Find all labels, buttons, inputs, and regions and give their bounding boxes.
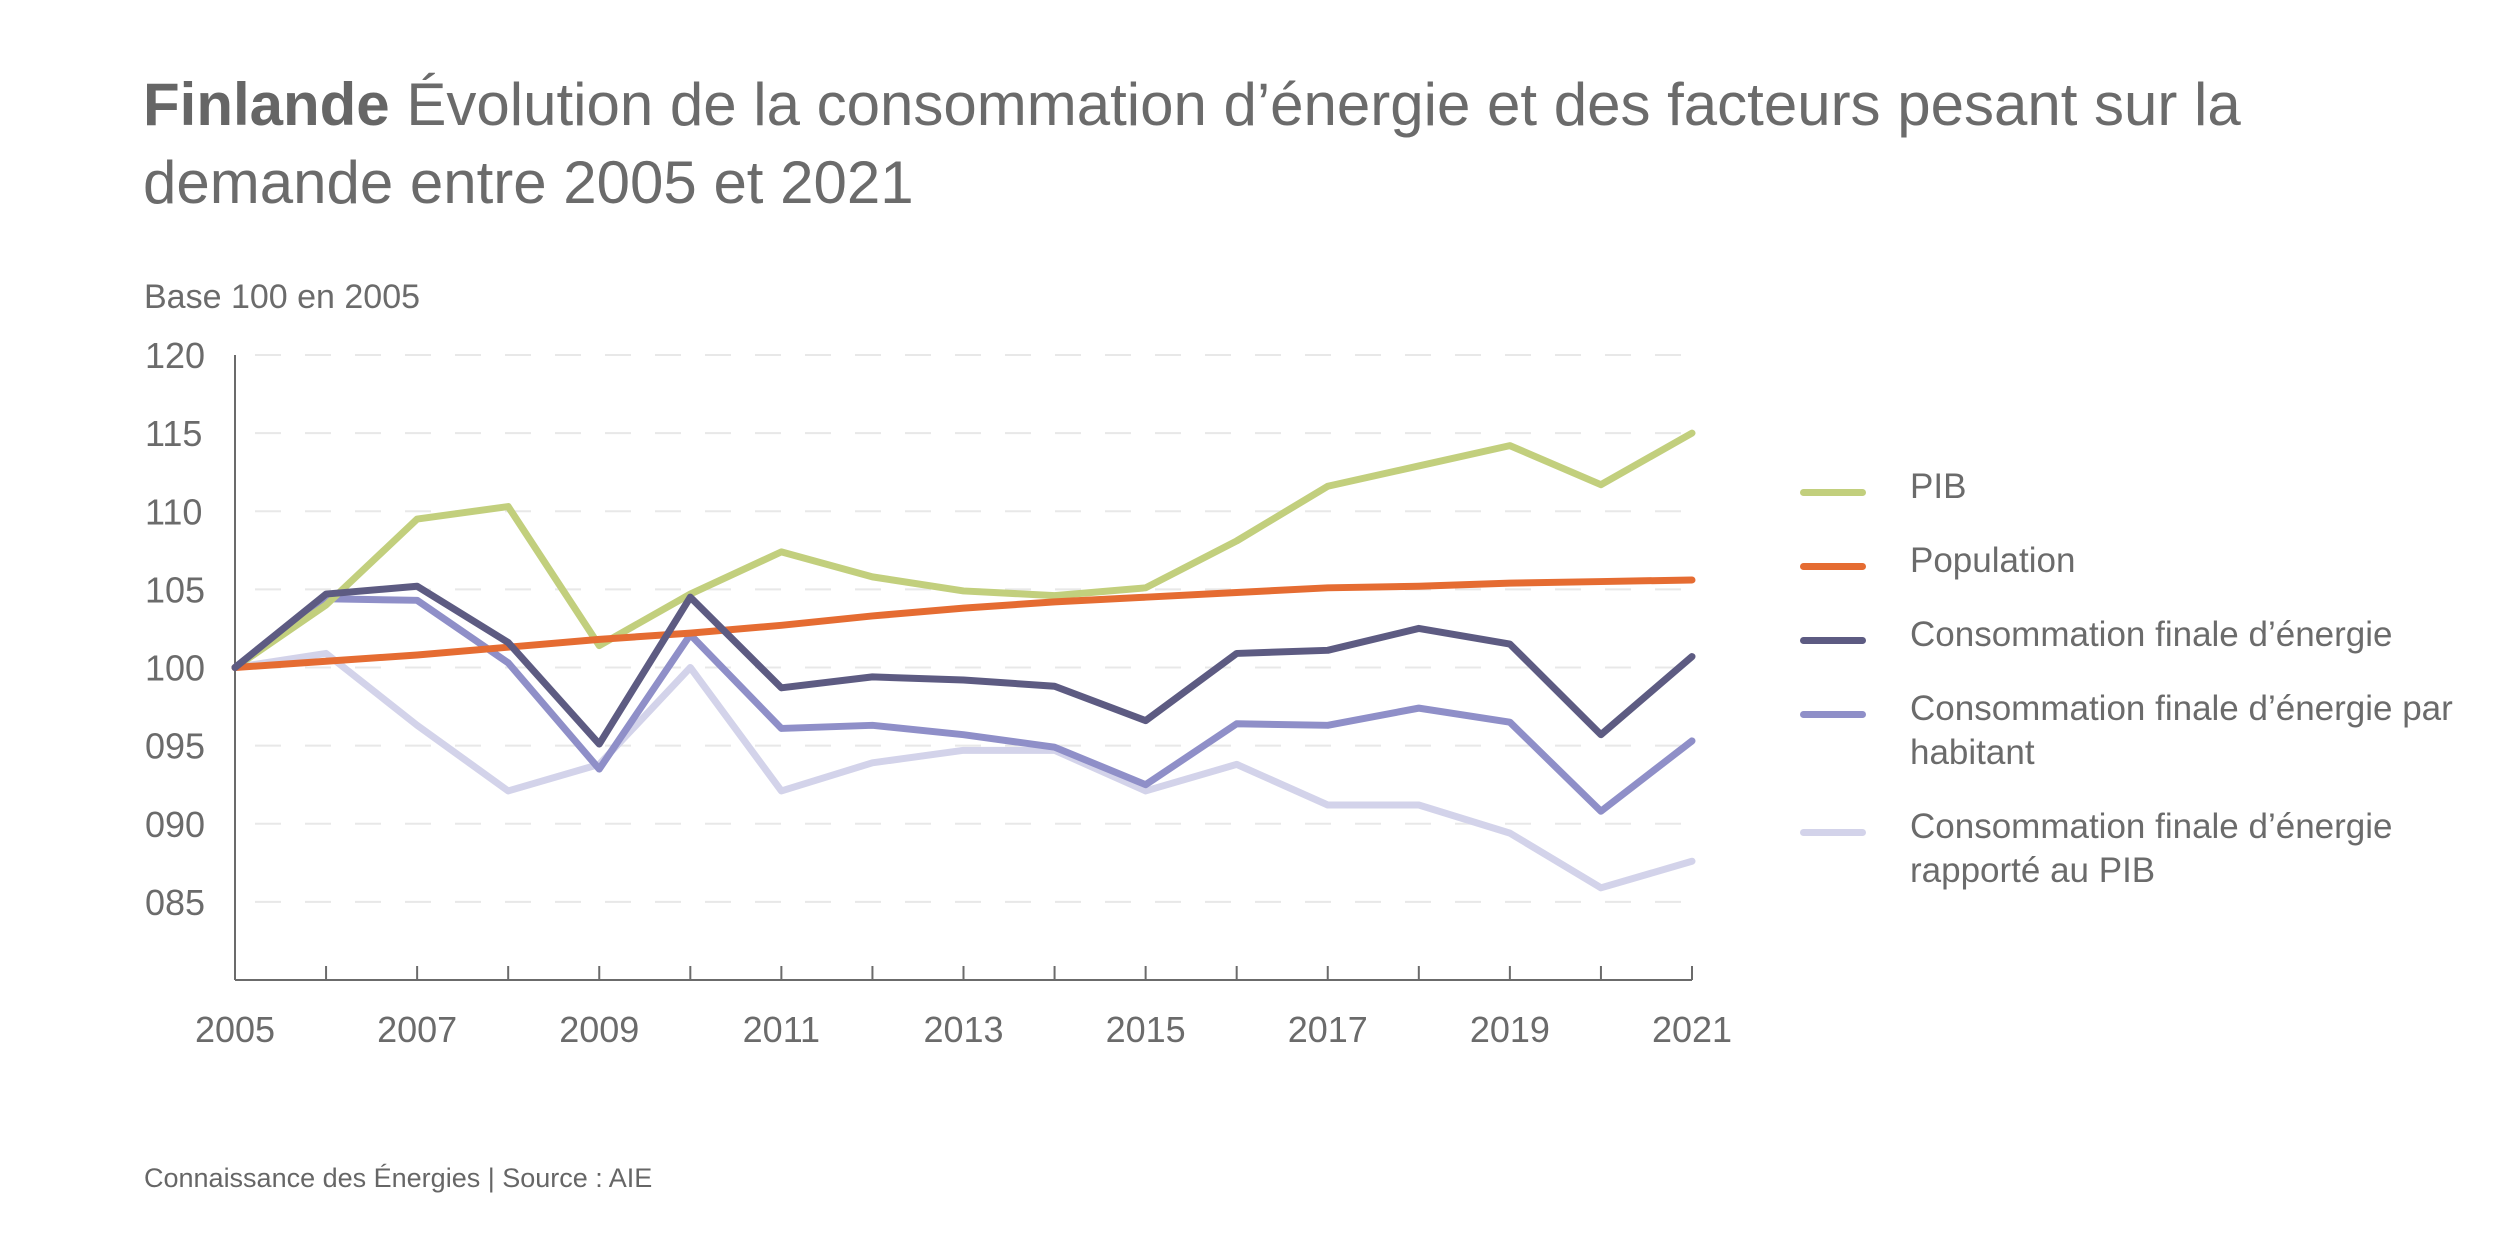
x-tick-label: 2017 <box>1288 1009 1368 1050</box>
legend-label: Consommation finale d’énergie rapporté a… <box>1910 807 2393 890</box>
y-tick-label: 105 <box>145 569 205 610</box>
legend: PIB Population Consommation finale d’éne… <box>1800 465 2470 923</box>
y-tick-label: 085 <box>145 882 205 923</box>
legend-item-pib[interactable]: PIB <box>1800 465 2470 509</box>
x-tick-label: 2007 <box>377 1009 457 1050</box>
series-line-pib <box>231 429 1696 671</box>
chart-title-country: Finlande <box>143 71 390 138</box>
legend-swatch-pib <box>1800 489 1866 496</box>
series-line-consommation-finale-d-energie <box>231 582 1696 748</box>
series-lines <box>231 429 1696 892</box>
x-tick-label: 2013 <box>923 1009 1003 1050</box>
chart-title: Finlande Évolution de la consommation d’… <box>143 66 2343 222</box>
legend-swatch-intensite-pib <box>1800 829 1866 836</box>
legend-swatch-consommation-par-habitant <box>1800 711 1866 718</box>
legend-label: Population <box>1910 541 2076 580</box>
x-tick-label: 2019 <box>1470 1009 1550 1050</box>
x-tick-label: 2005 <box>195 1009 275 1050</box>
y-axis-tick-labels: 120 115 110 105 100 095 090 085 <box>145 335 205 923</box>
series-line-population <box>231 576 1696 671</box>
y-tick-label: 095 <box>145 726 205 767</box>
legend-item-consommation-finale[interactable]: Consommation finale d’énergie <box>1800 613 2470 657</box>
legend-label: PIB <box>1910 467 1967 506</box>
series-line-consommation-finale-d-energie-par-habitant <box>231 595 1696 815</box>
series-line-consommation-finale-d-energie-rapporte-au-pib <box>231 649 1696 892</box>
legend-item-consommation-par-habitant[interactable]: Consommation finale d’énergie par habita… <box>1800 687 2470 775</box>
y-axis-unit-label: Base 100 en 2005 <box>144 278 421 316</box>
y-tick-label: 100 <box>145 648 205 689</box>
x-tick-label: 2011 <box>743 1009 820 1050</box>
legend-label: Consommation finale d’énergie par habita… <box>1910 689 2453 772</box>
legend-item-population[interactable]: Population <box>1800 539 2470 583</box>
legend-swatch-population <box>1800 563 1866 570</box>
x-tick-label: 2015 <box>1106 1009 1186 1050</box>
y-tick-label: 110 <box>145 491 202 532</box>
source-footer: Connaissance des Énergies | Source : AIE <box>144 1163 653 1193</box>
chart-title-text: Évolution de la consommation d’énergie e… <box>143 71 2241 216</box>
y-tick-label: 090 <box>145 804 205 845</box>
y-tick-label: 120 <box>145 335 205 376</box>
x-axis-tick-labels: 2005 2007 2009 2011 2013 2015 2017 2019 2021 <box>195 1009 1732 1050</box>
y-tick-label: 115 <box>145 413 202 454</box>
legend-label: Consommation finale d’énergie <box>1910 615 2393 654</box>
x-tick-label: 2009 <box>559 1009 639 1050</box>
x-tick-label: 2021 <box>1652 1009 1732 1050</box>
legend-swatch-consommation-finale <box>1800 637 1866 644</box>
legend-item-intensite-pib[interactable]: Consommation finale d’énergie rapporté a… <box>1800 805 2470 893</box>
